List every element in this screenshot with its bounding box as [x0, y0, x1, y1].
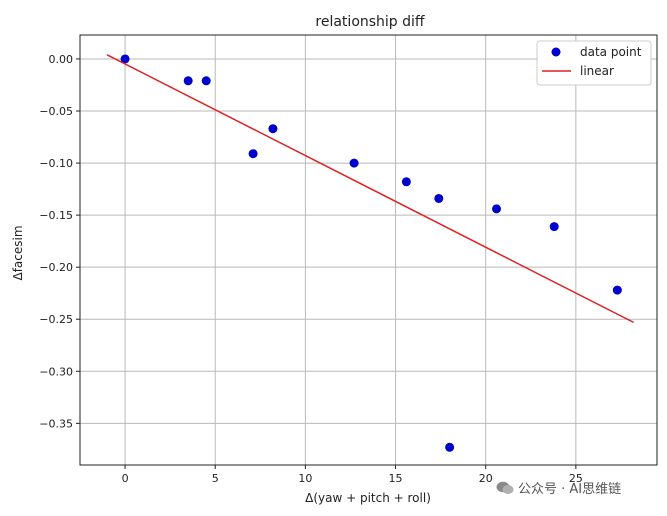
grid-lines [80, 35, 657, 465]
wechat-icon [496, 481, 514, 494]
x-tick-label: 5 [212, 472, 219, 485]
data-point [349, 158, 359, 168]
legend: data point linear [536, 40, 652, 86]
watermark-text: 公众号 · AI思维链 [518, 482, 622, 497]
fit-line-linear [106, 54, 634, 324]
y-tick-label: −0.05 [39, 105, 73, 118]
y-tick-label: −0.20 [39, 261, 73, 274]
y-tick-label: 0.00 [49, 53, 74, 66]
data-point [401, 177, 411, 187]
axis-ticks: 0 5 10 15 20 25 0.00 −0.05 −0.10 −0.15 −0.20 −0.25 −… [39, 53, 583, 485]
plot-frame [79, 34, 658, 466]
data-point [549, 222, 559, 232]
y-axis-label: Δfacesim [11, 225, 25, 280]
legend-marker-data-point [551, 47, 561, 57]
x-tick-label: 15 [389, 472, 403, 485]
data-point [201, 76, 211, 86]
data-point [120, 54, 130, 64]
x-tick-label: 0 [122, 472, 129, 485]
y-tick-label: −0.30 [39, 365, 73, 378]
data-point [612, 285, 622, 295]
chart-title: relationship diff [315, 14, 425, 30]
data-point [268, 124, 278, 134]
data-point [434, 193, 444, 203]
y-tick-label: −0.35 [39, 417, 73, 430]
plot-series [106, 54, 634, 452]
data-point [445, 442, 455, 452]
data-point [492, 204, 502, 214]
data-point [248, 149, 258, 159]
x-axis-label: Δ(yaw + pitch + roll) [305, 491, 431, 505]
legend-label-data-point: data point [580, 45, 642, 59]
legend-box [536, 40, 652, 86]
x-tick-label: 20 [479, 472, 493, 485]
y-tick-label: −0.25 [39, 313, 73, 326]
y-tick-label: −0.10 [39, 157, 73, 170]
legend-label-linear: linear [580, 64, 614, 78]
x-tick-label: 25 [569, 472, 583, 485]
data-point [183, 76, 193, 86]
x-tick-label: 10 [298, 472, 312, 485]
y-tick-label: −0.15 [39, 209, 73, 222]
watermark: 公众号 · AI思维链 [496, 478, 621, 497]
